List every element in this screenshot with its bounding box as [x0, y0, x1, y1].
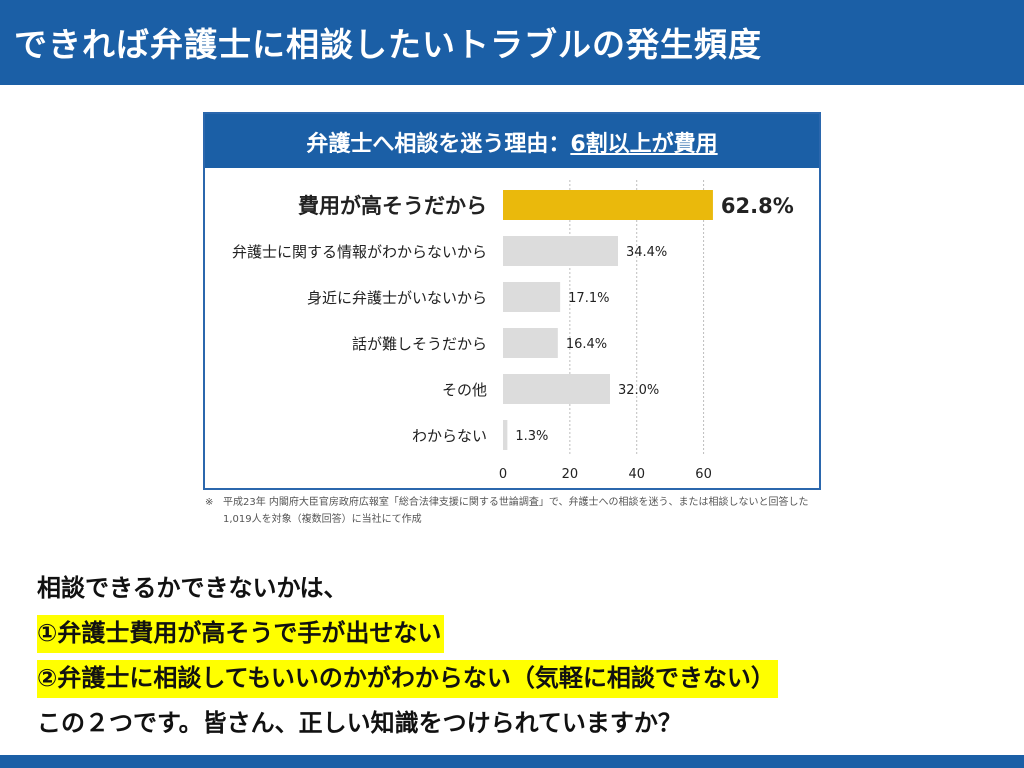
- category-label: 身近に弁護士がいないから: [307, 289, 487, 307]
- bar: [503, 282, 561, 312]
- tick-label: 0: [499, 467, 507, 482]
- value-label: 32.0%: [618, 383, 659, 398]
- chart-title-highlight: 6割以上が費用: [570, 132, 718, 157]
- chart-header: 弁護士へ相談を迷う理由：6割以上が費用: [205, 114, 819, 168]
- footnote-line-2: 1,019人を対象（複数回答）に当社にて作成: [223, 514, 422, 525]
- page-title: できれば弁護士に相談したいトラブルの発生頻度: [14, 25, 762, 64]
- value-label: 16.4%: [566, 337, 607, 352]
- bar: [503, 420, 508, 450]
- summary-line-3: ②弁護士に相談してもいいのかがわからない（気軽に相談できない）: [37, 660, 778, 698]
- chart-title: 弁護士へ相談を迷う理由：: [306, 132, 571, 157]
- tick-label: 40: [628, 467, 645, 482]
- footer-bar: [0, 755, 1024, 768]
- bar-chart: 費用が高そうだから 62.8% 弁護士に関する情報がわからないから 34.4% 身近に弁…: [232, 180, 794, 482]
- bar: [503, 374, 610, 404]
- tick-label: 60: [695, 467, 712, 482]
- summary-line-2: ①弁護士費用が高そうで手が出せない: [37, 615, 445, 653]
- summary-line-1: 相談できるかできないかは、: [37, 574, 348, 602]
- header-bar: できれば弁護士に相談したいトラブルの発生頻度: [0, 0, 1024, 85]
- value-label: 62.8%: [721, 194, 794, 218]
- bar-highlight: [503, 190, 713, 220]
- bar: [503, 236, 618, 266]
- footnote-line-1: 平成23年 内閣府大臣官房政府広報室「総合法律支援に関する世論調査」で、弁護士へ…: [223, 497, 809, 508]
- category-label: わからない: [412, 427, 487, 445]
- category-label: 弁護士に関する情報がわからないから: [232, 243, 487, 261]
- category-label: 話が難しそうだから: [352, 335, 487, 353]
- footnote-mark: ※: [205, 497, 214, 508]
- bar: [503, 328, 558, 358]
- category-label: 費用が高そうだから: [298, 194, 487, 218]
- tick-label: 20: [562, 467, 579, 482]
- category-label: その他: [442, 381, 487, 399]
- value-label: 34.4%: [626, 245, 667, 260]
- summary-line-4: この２つです。皆さん、正しい知識をつけられていますか？: [37, 709, 682, 737]
- value-label: 17.1%: [568, 291, 609, 306]
- value-label: 1.3%: [515, 429, 548, 444]
- chart-panel: 弁護士へ相談を迷う理由：6割以上が費用 費用が高そうだから 62.8% 弁護士に関す…: [203, 112, 821, 490]
